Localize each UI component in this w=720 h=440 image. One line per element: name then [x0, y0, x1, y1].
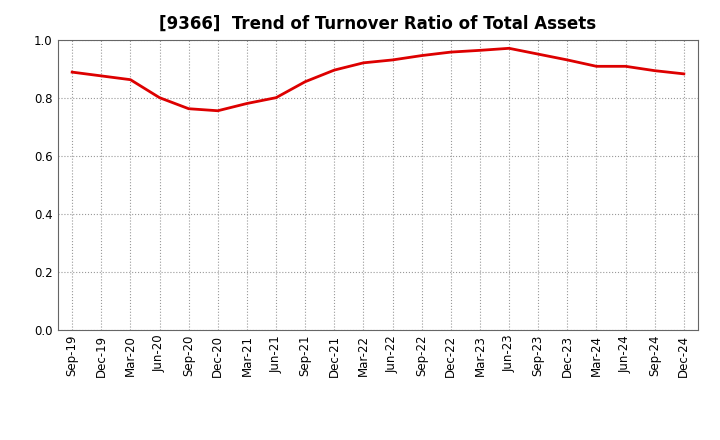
- Title: [9366]  Trend of Turnover Ratio of Total Assets: [9366] Trend of Turnover Ratio of Total …: [159, 15, 597, 33]
